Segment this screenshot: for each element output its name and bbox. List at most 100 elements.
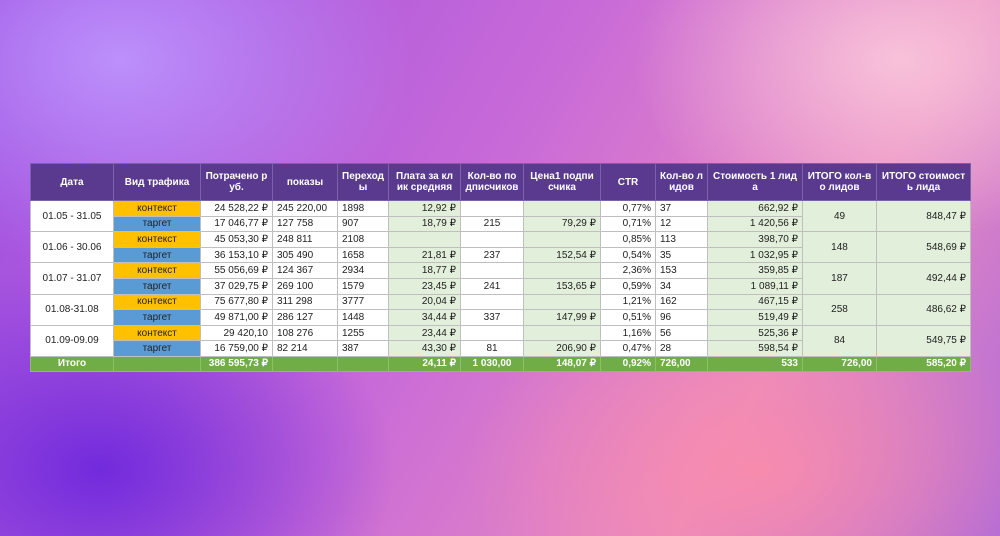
total-type bbox=[113, 355, 201, 372]
subs-cell: 215 bbox=[460, 215, 524, 233]
cpc-cell: 21,81 ₽ bbox=[388, 246, 461, 264]
leads-cell: 162 bbox=[655, 293, 708, 311]
spent-cell: 45 053,30 ₽ bbox=[200, 231, 273, 248]
leads-cell: 35 bbox=[655, 246, 708, 264]
traffic-type: контекст bbox=[113, 324, 201, 342]
leads-cell: 56 bbox=[655, 324, 708, 342]
total-cost-cell: 492,44 ₽ bbox=[876, 262, 971, 295]
date-cell: 01.05 - 31.05 bbox=[30, 199, 114, 233]
total-spent: 386 595,73 ₽ bbox=[200, 355, 273, 372]
subs-cell: 337 bbox=[460, 309, 524, 326]
date-cell: 01.06 - 30.06 bbox=[30, 231, 114, 264]
data-row: таргет 16 759,00 ₽82 214 387 43,30 ₽81 206,9… bbox=[31, 340, 971, 357]
clicks-cell: 1255 bbox=[337, 324, 389, 342]
traffic-type: контекст bbox=[113, 200, 201, 217]
header-cell: Стоимость 1 лида bbox=[707, 163, 803, 201]
total-total-leads: 726,00 bbox=[802, 355, 877, 372]
leads-cell: 153 bbox=[655, 262, 708, 279]
header-cell: Цена1 подписчика bbox=[523, 163, 601, 201]
spent-cell: 75 677,80 ₽ bbox=[200, 293, 273, 311]
cpc-cell: 18,79 ₽ bbox=[388, 215, 461, 233]
spent-cell: 29 420,10 bbox=[200, 324, 273, 342]
cost-lead-cell: 1 089,11 ₽ bbox=[707, 277, 803, 295]
date-cell: 01.08-31.08 bbox=[30, 293, 114, 326]
cpc-cell: 18,77 ₽ bbox=[388, 262, 461, 279]
data-row: таргет 37 029,75 ₽269 100 1579 23,45 ₽241 15… bbox=[31, 277, 971, 295]
report-table: Дата Вид трафика Потрачено руб. показы Перех… bbox=[30, 163, 971, 372]
cpc-cell: 34,44 ₽ bbox=[388, 309, 461, 326]
traffic-type: таргет bbox=[113, 309, 201, 326]
table-body: 01.05 - 31.05 контекст 24 528,22 ₽245 220,… bbox=[30, 199, 971, 372]
clicks-cell: 2108 bbox=[337, 231, 389, 248]
data-row: 01.07 - 31.07 контекст 55 056,69 ₽124 367 2… bbox=[30, 262, 971, 295]
subs-cell bbox=[460, 200, 524, 217]
subs-cell bbox=[460, 231, 524, 248]
header-cell: Потрачено руб. bbox=[200, 163, 273, 201]
subs-cell bbox=[460, 262, 524, 279]
leads-cell: 12 bbox=[655, 215, 708, 233]
traffic-type: таргет bbox=[113, 246, 201, 264]
shows-cell: 311 298 bbox=[272, 293, 338, 311]
cpc-cell bbox=[388, 231, 461, 248]
header-cell: Кол-во лидов bbox=[655, 163, 708, 201]
total-leads-cell: 84 bbox=[802, 324, 877, 357]
spent-cell: 16 759,00 ₽ bbox=[200, 340, 273, 357]
cost-sub-cell: 153,65 ₽ bbox=[523, 277, 601, 295]
ctr-cell: 1,21% bbox=[600, 293, 656, 311]
leads-cell: 28 bbox=[655, 340, 708, 357]
shows-cell: 124 367 bbox=[272, 262, 338, 279]
clicks-cell: 907 bbox=[337, 215, 389, 233]
total-ctr: 0,92% bbox=[600, 355, 656, 372]
clicks-cell: 1579 bbox=[337, 277, 389, 295]
leads-cell: 37 bbox=[655, 200, 708, 217]
clicks-cell: 2934 bbox=[337, 262, 389, 279]
header-cell: Плата за клик средняя bbox=[388, 163, 461, 201]
traffic-type: таргет bbox=[113, 277, 201, 295]
clicks-cell: 387 bbox=[337, 340, 389, 357]
spent-cell: 24 528,22 ₽ bbox=[200, 200, 273, 217]
shows-cell: 305 490 bbox=[272, 246, 338, 264]
total-cost-cell: 548,69 ₽ bbox=[876, 231, 971, 264]
total-cost-cell: 848,47 ₽ bbox=[876, 199, 971, 233]
shows-cell: 245 220,00 bbox=[272, 200, 338, 217]
shows-cell: 269 100 bbox=[272, 277, 338, 295]
total-leads-cell: 49 bbox=[802, 199, 877, 233]
subs-cell bbox=[460, 324, 524, 342]
ctr-cell: 1,16% bbox=[600, 324, 656, 342]
traffic-type: контекст bbox=[113, 262, 201, 279]
cost-sub-cell bbox=[523, 200, 601, 217]
subs-cell: 81 bbox=[460, 340, 524, 357]
cost-sub-cell bbox=[523, 231, 601, 248]
cost-sub-cell: 79,29 ₽ bbox=[523, 215, 601, 233]
cost-lead-cell: 398,70 ₽ bbox=[707, 231, 803, 248]
spent-cell: 55 056,69 ₽ bbox=[200, 262, 273, 279]
cost-lead-cell: 1 420,56 ₽ bbox=[707, 215, 803, 233]
cpc-cell: 23,45 ₽ bbox=[388, 277, 461, 295]
ctr-cell: 0,77% bbox=[600, 200, 656, 217]
total-shows bbox=[272, 355, 338, 372]
ctr-cell: 0,85% bbox=[600, 231, 656, 248]
leads-cell: 113 bbox=[655, 231, 708, 248]
total-leads-cell: 187 bbox=[802, 262, 877, 295]
leads-cell: 96 bbox=[655, 309, 708, 326]
spent-cell: 37 029,75 ₽ bbox=[200, 277, 273, 295]
total-label: Итого bbox=[30, 355, 114, 372]
header-cell: ИТОГО кол-во лидов bbox=[802, 163, 877, 201]
total-subs: 1 030,00 bbox=[460, 355, 524, 372]
traffic-type: таргет bbox=[113, 340, 201, 357]
shows-cell: 248 811 bbox=[272, 231, 338, 248]
header-cell: CTR bbox=[600, 163, 656, 201]
traffic-type: контекст bbox=[113, 231, 201, 248]
leads-cell: 34 bbox=[655, 277, 708, 295]
total-leads-cell: 148 bbox=[802, 231, 877, 264]
cpc-cell: 12,92 ₽ bbox=[388, 200, 461, 217]
cost-lead-cell: 525,36 ₽ bbox=[707, 324, 803, 342]
cpc-cell: 23,44 ₽ bbox=[388, 324, 461, 342]
total-leads-cell: 258 bbox=[802, 293, 877, 326]
data-row: 01.05 - 31.05 контекст 24 528,22 ₽245 220,… bbox=[30, 199, 971, 233]
cpc-cell: 20,04 ₽ bbox=[388, 293, 461, 311]
header-cell: Дата bbox=[30, 163, 114, 201]
header-cell: ИТОГО стоимость лида bbox=[876, 163, 971, 201]
shows-cell: 127 758 bbox=[272, 215, 338, 233]
